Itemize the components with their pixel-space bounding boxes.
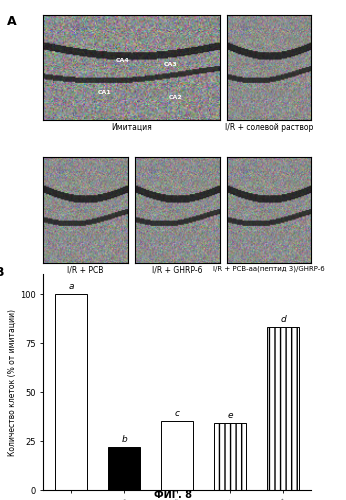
X-axis label: I/R + РСВ-аа(пептид 3)/GHRP-6: I/R + РСВ-аа(пептид 3)/GHRP-6 (213, 266, 325, 272)
X-axis label: I/R + GHRP-6: I/R + GHRP-6 (152, 266, 202, 274)
Text: B: B (0, 266, 4, 279)
Bar (55, 294, 87, 490)
Text: CA1: CA1 (98, 90, 112, 95)
Y-axis label: Количество клеток (% от имитации): Количество клеток (% от имитации) (8, 308, 17, 456)
Bar (267, 328, 299, 490)
X-axis label: I/R + солевой раствор: I/R + солевой раствор (225, 124, 313, 132)
Text: A: A (7, 15, 17, 28)
Text: d: d (281, 316, 286, 324)
Text: CA4: CA4 (116, 58, 129, 64)
X-axis label: Имитация: Имитация (111, 124, 152, 132)
Text: c: c (175, 410, 180, 418)
Text: CA3: CA3 (163, 62, 177, 66)
Text: e: e (228, 412, 233, 420)
Bar (162, 422, 193, 490)
Text: a: a (69, 282, 74, 291)
Bar (108, 447, 140, 490)
Bar (215, 424, 246, 490)
X-axis label: I/R + РСВ: I/R + РСВ (67, 266, 104, 274)
Text: ФИГ. 8: ФИГ. 8 (154, 490, 192, 500)
Text: CA2: CA2 (169, 96, 182, 100)
Text: b: b (121, 435, 127, 444)
